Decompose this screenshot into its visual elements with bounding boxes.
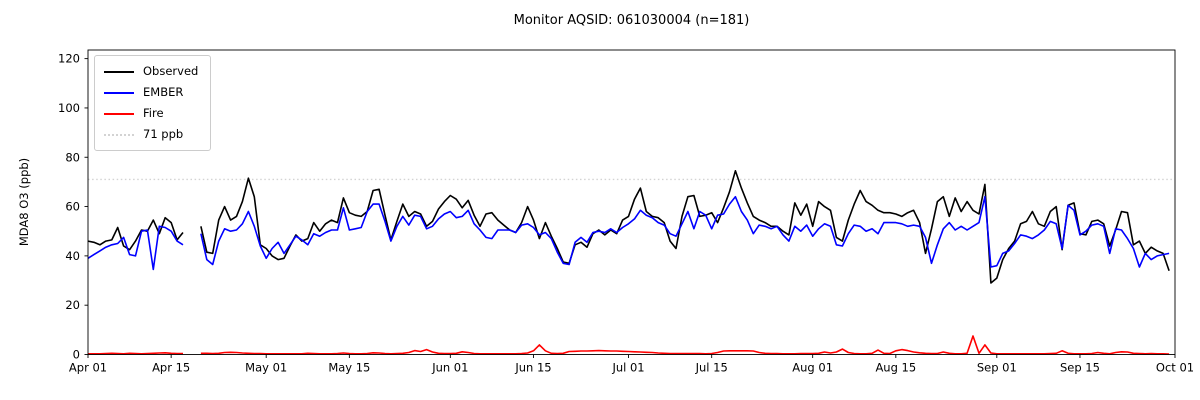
series-ember-line <box>200 195 1170 268</box>
x-tick-label: Apr 01 <box>69 361 107 375</box>
y-tick-label: 20 <box>65 298 80 312</box>
ember-line-swatch <box>104 91 134 94</box>
series-observed-line <box>87 216 184 251</box>
legend-label-threshold: 71 ppb <box>143 126 184 141</box>
y-tick-label: 80 <box>65 150 80 164</box>
x-tick-label: Oct 01 <box>1156 361 1194 375</box>
x-tick-label: Aug 01 <box>792 361 833 375</box>
x-tick-label: Aug 15 <box>875 361 916 375</box>
x-tick-label: Jul 01 <box>611 361 644 375</box>
x-tick-label: May 01 <box>245 361 287 375</box>
legend-item-ember: EMBER <box>104 82 198 103</box>
x-tick-label: Apr 15 <box>152 361 190 375</box>
x-tick-label: Jun 01 <box>431 361 468 375</box>
chart-title: Monitor AQSID: 061030004 (n=181) <box>513 13 750 28</box>
legend-item-observed: Observed <box>104 61 198 82</box>
legend-label-ember: EMBER <box>143 84 184 99</box>
legend-item-fire: Fire <box>104 103 198 124</box>
y-tick-label: 0 <box>73 348 80 362</box>
x-tick-label: May 15 <box>328 361 370 375</box>
x-tick-label: Jun 15 <box>514 361 551 375</box>
legend-label-fire: Fire <box>143 105 164 120</box>
fire-line-swatch <box>104 112 134 115</box>
y-tick-label: 120 <box>58 52 80 66</box>
legend-label-observed: Observed <box>143 63 199 78</box>
series-fire-line <box>200 335 1170 355</box>
series-fire-line <box>88 351 183 355</box>
y-tick-label: 60 <box>65 200 80 214</box>
y-axis-label: MDA8 O3 (ppb) <box>17 157 31 247</box>
series-ember-line <box>87 225 184 271</box>
observed-line-swatch <box>104 70 134 73</box>
x-tick-label: Sep 15 <box>1060 361 1100 375</box>
plot-border <box>87 49 1176 355</box>
threshold-line-swatch <box>104 133 134 136</box>
legend-item-threshold: 71 ppb <box>104 124 198 145</box>
legend: Observed EMBER Fire 71 ppb <box>94 55 212 151</box>
y-tick-label: 40 <box>65 249 80 263</box>
series-observed-line <box>200 170 1170 284</box>
y-tick-label: 100 <box>58 101 80 115</box>
x-tick-label: Jul 15 <box>695 361 728 375</box>
x-tick-label: Sep 01 <box>977 361 1017 375</box>
